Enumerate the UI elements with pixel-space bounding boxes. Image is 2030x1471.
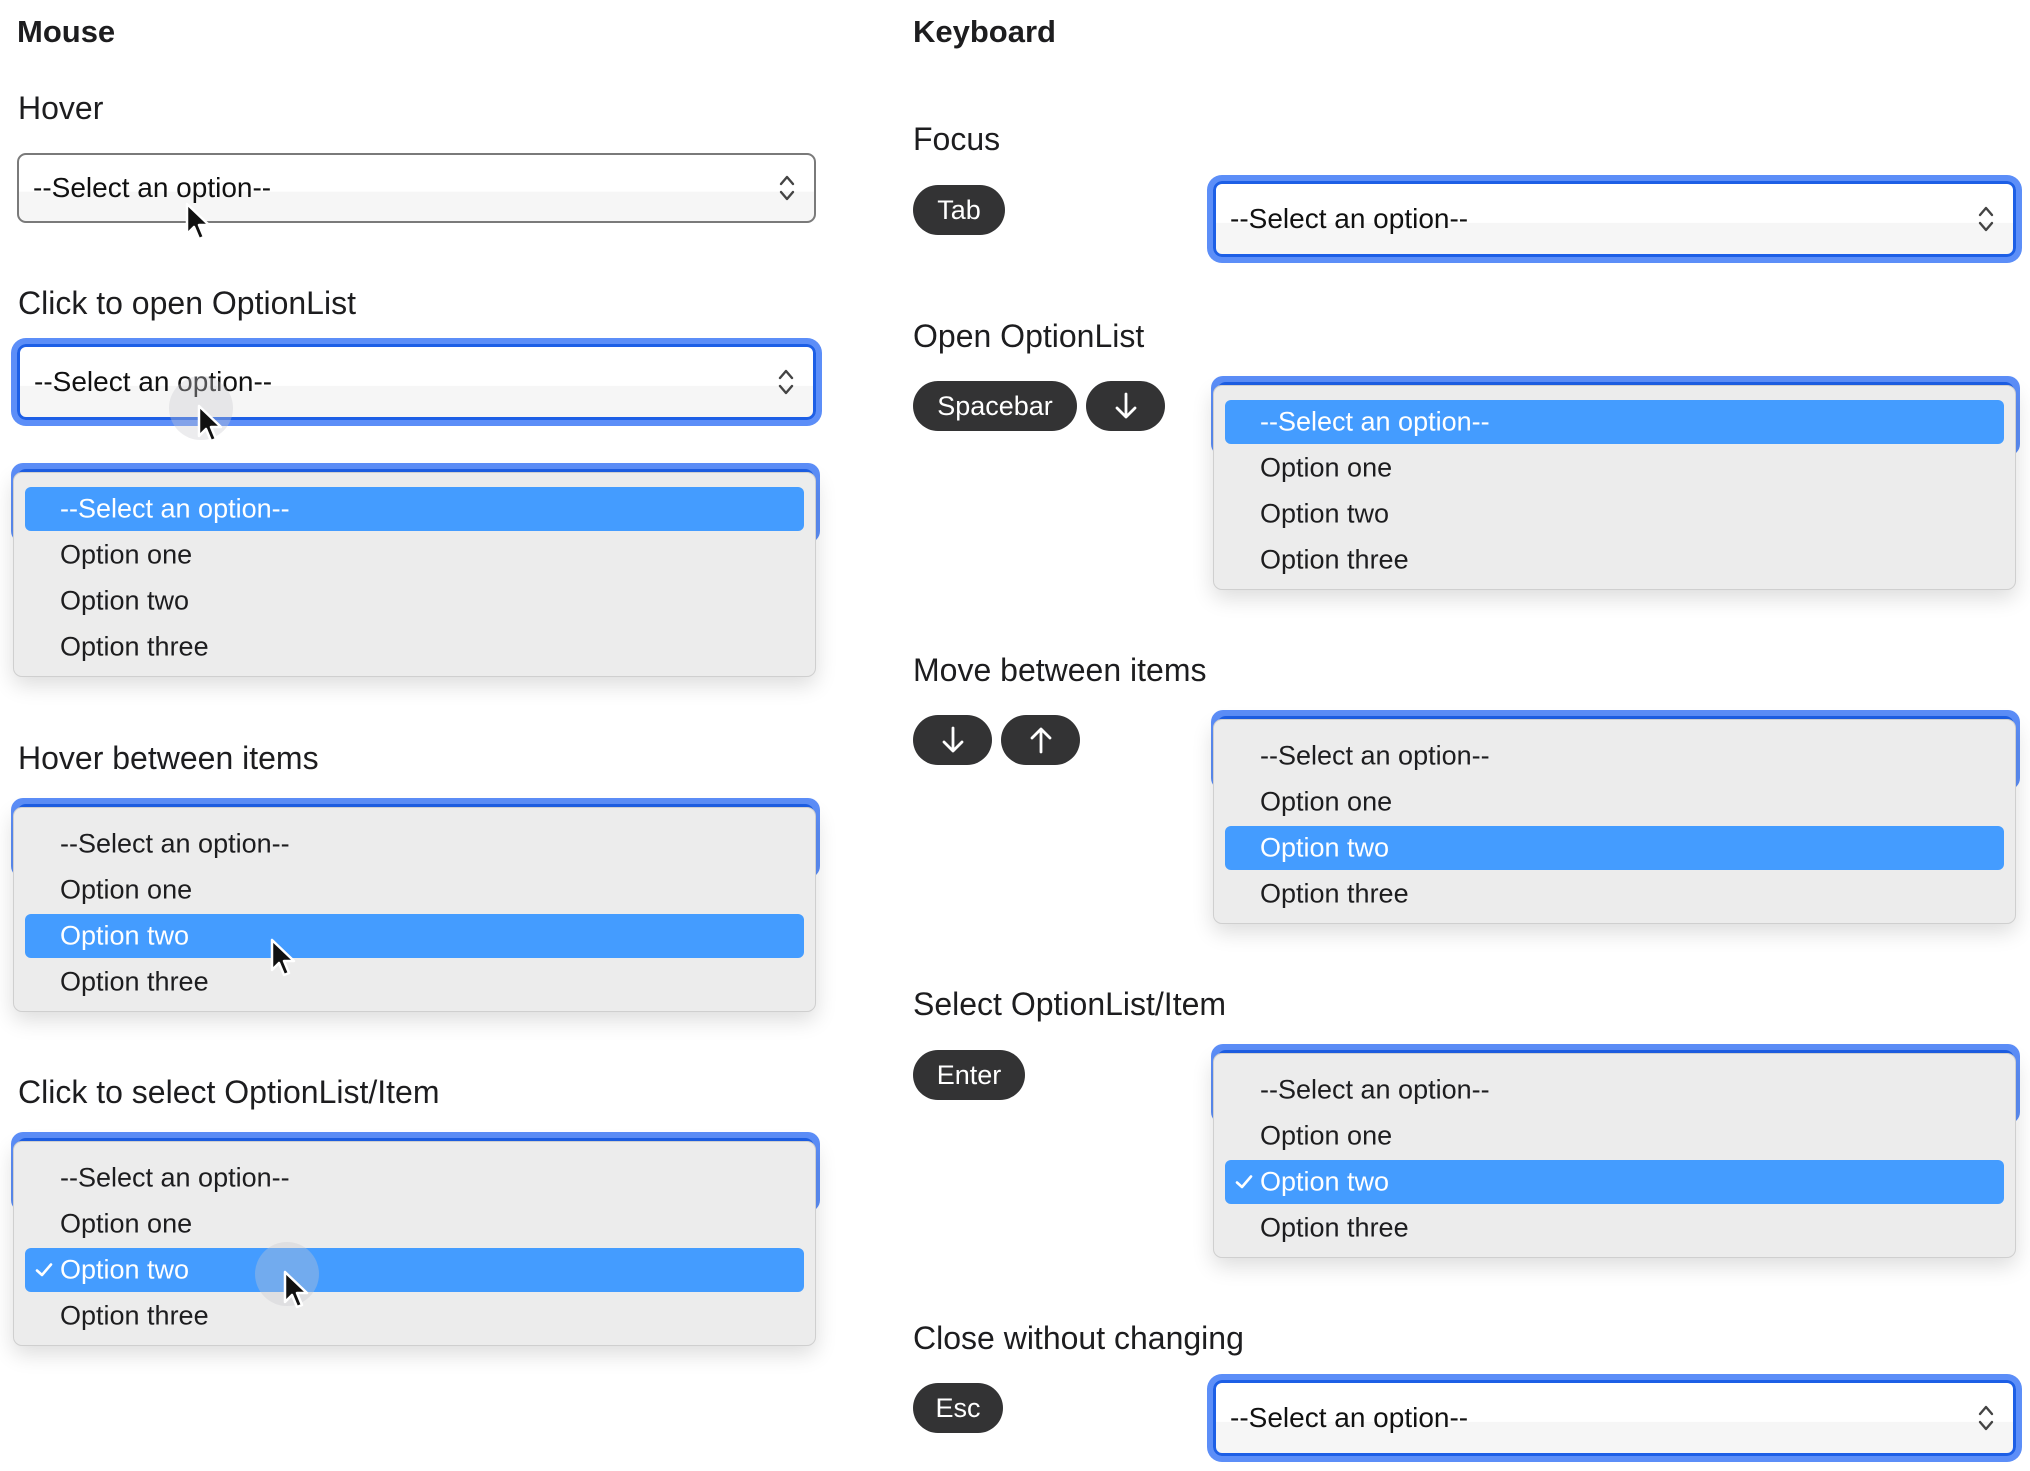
option-item[interactable]: Option two xyxy=(25,914,804,958)
arrow-down-icon xyxy=(1115,392,1136,419)
section-label: Click to select OptionList/Item xyxy=(18,1074,440,1110)
option-label: --Select an option-- xyxy=(1260,406,1490,437)
option-label: Option one xyxy=(1260,1120,1393,1151)
chevron-up-down-icon xyxy=(1978,206,1994,232)
key-badge xyxy=(1086,381,1165,431)
select-value: --Select an option-- xyxy=(1230,203,1469,234)
option-list: --Select an option-- Option one Option two… xyxy=(13,472,816,677)
section-label: Focus xyxy=(913,121,1001,157)
option-label: --Select an option-- xyxy=(1260,740,1490,771)
chevron-up-down-icon xyxy=(778,369,794,395)
option-list: --Select an option-- Option one Option two… xyxy=(1213,1053,2016,1258)
option-label: Option one xyxy=(60,539,193,570)
mouse-pointer-icon xyxy=(197,404,223,443)
keyboard-column-title: Keyboard xyxy=(913,14,1056,49)
mouse-pointer-icon xyxy=(283,1270,309,1309)
option-item[interactable]: Option two xyxy=(1225,492,2004,536)
section-label: Move between items xyxy=(913,652,1207,688)
key-badge xyxy=(913,715,992,765)
option-select[interactable]: --Select an option-- xyxy=(17,153,816,223)
key-badge: Enter xyxy=(913,1050,1025,1100)
option-item[interactable]: Option three xyxy=(1225,538,2004,582)
option-item[interactable]: Option one xyxy=(1225,446,2004,490)
key-badge: Spacebar xyxy=(913,381,1077,431)
option-label: --Select an option-- xyxy=(60,1162,290,1193)
option-label: Option three xyxy=(60,966,209,997)
option-item[interactable]: Option three xyxy=(25,1294,804,1338)
option-label: Option two xyxy=(1260,832,1390,863)
option-item[interactable]: Option one xyxy=(1225,1114,2004,1158)
section-label: Click to open OptionList xyxy=(18,285,356,321)
option-item[interactable]: Option one xyxy=(1225,780,2004,824)
option-item[interactable]: Option one xyxy=(25,868,804,912)
option-label: Option three xyxy=(1260,544,1409,575)
option-label: Option one xyxy=(60,874,193,905)
select-value: --Select an option-- xyxy=(34,366,273,397)
option-list: --Select an option-- Option one Option two… xyxy=(1213,719,2016,924)
checkmark-icon xyxy=(1235,1175,1253,1189)
option-item[interactable]: Option one xyxy=(25,1202,804,1246)
option-label: Option two xyxy=(60,585,190,616)
option-item[interactable]: --Select an option-- xyxy=(25,822,804,866)
option-item[interactable]: Option two xyxy=(25,1248,804,1292)
option-label: Option two xyxy=(60,1254,190,1285)
section-label: Select OptionList/Item xyxy=(913,986,1227,1022)
option-select[interactable]: --Select an option-- xyxy=(1213,181,2016,257)
option-label: --Select an option-- xyxy=(1260,1074,1490,1105)
option-item[interactable]: Option two xyxy=(1225,1160,2004,1204)
option-item[interactable]: --Select an option-- xyxy=(25,1156,804,1200)
option-label: Option one xyxy=(60,1208,193,1239)
option-item[interactable]: Option three xyxy=(1225,1206,2004,1250)
option-item[interactable]: --Select an option-- xyxy=(1225,1068,2004,1112)
option-label: Option three xyxy=(1260,878,1409,909)
mouse-column-title: Mouse xyxy=(17,14,116,49)
option-item[interactable]: Option three xyxy=(25,960,804,1004)
option-item[interactable]: Option one xyxy=(25,533,804,577)
option-list: --Select an option-- Option one Option two… xyxy=(13,1141,816,1346)
option-list: --Select an option-- Option one Option two… xyxy=(13,807,816,1012)
option-item[interactable]: Option two xyxy=(25,579,804,623)
section-label: Hover between items xyxy=(18,740,319,776)
option-label: Option three xyxy=(60,1300,209,1331)
key-label: Esc xyxy=(935,1392,981,1423)
option-label: --Select an option-- xyxy=(60,828,290,859)
option-item[interactable]: Option two xyxy=(1225,826,2004,870)
option-item[interactable]: --Select an option-- xyxy=(25,487,804,531)
option-label: Option two xyxy=(1260,1166,1390,1197)
section-label: Hover xyxy=(18,90,104,126)
key-badge xyxy=(1001,715,1080,765)
option-label: Option three xyxy=(1260,1212,1409,1243)
key-label: Tab xyxy=(937,194,981,225)
arrow-up-icon xyxy=(1030,727,1051,754)
select-value: --Select an option-- xyxy=(1230,1402,1469,1433)
option-list: --Select an option-- Option one Option two… xyxy=(1213,385,2016,590)
option-label: Option two xyxy=(1260,498,1390,529)
option-item[interactable]: Option three xyxy=(25,625,804,669)
option-item[interactable]: Option three xyxy=(1225,872,2004,916)
mouse-pointer-icon xyxy=(185,202,211,241)
option-label: Option three xyxy=(60,631,209,662)
checkmark-icon xyxy=(35,1263,53,1277)
section-label: Close without changing xyxy=(913,1320,1244,1356)
key-badge: Tab xyxy=(913,185,1005,235)
option-item[interactable]: --Select an option-- xyxy=(1225,400,2004,444)
key-label: Spacebar xyxy=(937,390,1053,421)
option-label: Option one xyxy=(1260,452,1393,483)
option-label: --Select an option-- xyxy=(60,493,290,524)
option-select[interactable]: --Select an option-- xyxy=(17,344,816,420)
option-item[interactable]: --Select an option-- xyxy=(1225,734,2004,778)
select-value: --Select an option-- xyxy=(33,172,272,203)
key-label: Enter xyxy=(936,1059,1002,1090)
chevron-up-down-icon xyxy=(1978,1405,1994,1431)
option-select[interactable]: --Select an option-- xyxy=(1213,1380,2016,1456)
option-label: Option one xyxy=(1260,786,1393,817)
section-label: Open OptionList xyxy=(913,318,1145,354)
chevron-up-down-icon xyxy=(779,175,795,201)
mouse-pointer-icon xyxy=(270,938,296,977)
key-badge: Esc xyxy=(913,1383,1003,1433)
arrow-down-icon xyxy=(942,726,963,753)
option-label: Option two xyxy=(60,920,190,951)
